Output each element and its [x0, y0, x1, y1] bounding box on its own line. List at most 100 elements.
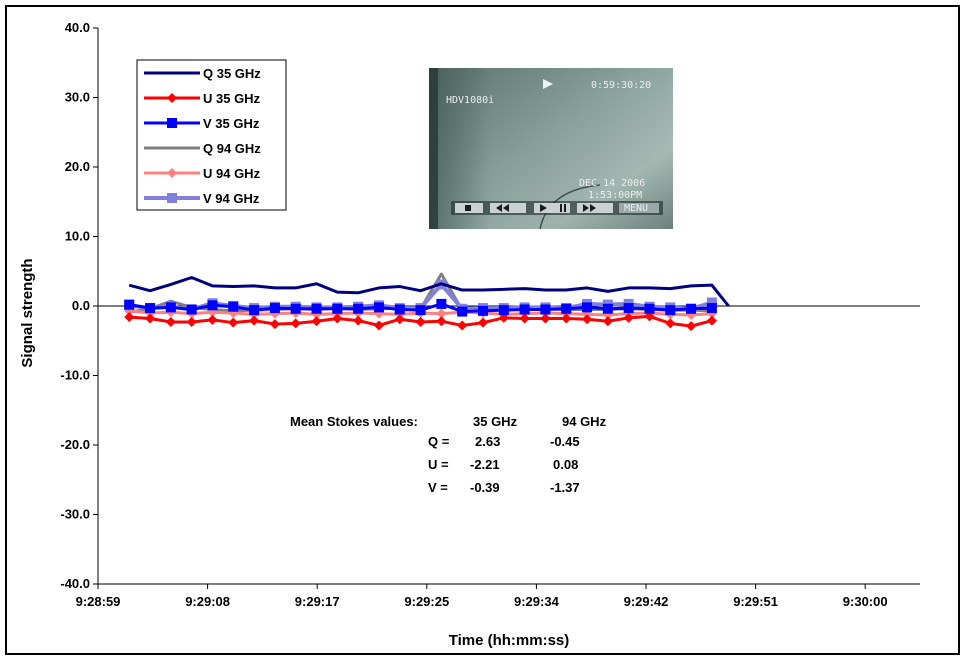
data-point: [686, 321, 697, 332]
legend-box: [136, 59, 287, 211]
data-point: [457, 320, 468, 331]
data-point: [665, 305, 676, 316]
data-point: [561, 313, 572, 324]
y-axis-title: Signal strength: [19, 258, 36, 367]
legend-swatch-marker: [167, 118, 177, 128]
x-tick-label: 9:30:00: [843, 594, 888, 609]
data-point: [561, 303, 572, 314]
data-point: [602, 316, 613, 327]
legend-swatch-marker: [167, 168, 177, 178]
data-point: [436, 298, 447, 309]
annotation-row-value-94: 0.08: [553, 457, 578, 472]
data-point: [623, 312, 634, 323]
y-tick-label: -30.0: [60, 507, 90, 522]
data-point: [436, 316, 447, 327]
data-point: [145, 313, 156, 324]
legend-label: V 35 GHz: [203, 116, 260, 131]
legend-entry: Q 35 GHz: [144, 66, 261, 81]
data-point: [519, 304, 530, 315]
data-point: [602, 303, 613, 314]
data-point: [436, 308, 447, 319]
data-point: [207, 314, 218, 325]
data-point: [145, 303, 156, 314]
data-point: [124, 299, 135, 310]
annotation-row-value-94: -1.37: [550, 480, 580, 495]
data-point: [477, 305, 488, 316]
play-indicator-icon: [543, 79, 553, 89]
legend-label: U 94 GHz: [203, 166, 261, 181]
stop-icon: [465, 205, 471, 211]
data-point: [706, 297, 717, 308]
data-point: [519, 313, 530, 324]
x-tick-label: 9:28:59: [76, 594, 121, 609]
data-point: [228, 301, 239, 312]
data-point: [186, 316, 197, 327]
data-point: [332, 313, 343, 324]
fast-forward-icon: [583, 204, 589, 212]
y-tick-label: -20.0: [60, 437, 90, 452]
data-point: [353, 315, 364, 326]
legend-label: Q 35 GHz: [203, 66, 261, 81]
legend: Q 35 GHz U 35 GHz V 35 GHz Q 94 GHz U 94 GHz…: [136, 59, 287, 211]
data-point: [498, 312, 509, 323]
data-point: [290, 318, 301, 329]
y-tick-label: 0.0: [72, 298, 90, 313]
data-point: [207, 300, 218, 311]
legend-entry: U 35 GHz: [144, 91, 261, 106]
legend-entry: V 35 GHz: [144, 116, 260, 131]
legend-entry: V 94 GHz: [144, 191, 260, 206]
rewind-icon: [496, 204, 502, 212]
annotation-row-label: V =: [428, 480, 448, 495]
data-point: [665, 318, 676, 329]
annotation-col-35: 35 GHz: [473, 414, 518, 429]
data-point: [186, 304, 197, 315]
series-q-35-ghz: [128, 276, 730, 307]
data-point: [311, 303, 322, 314]
data-point: [644, 303, 655, 314]
x-tick-label: 9:29:51: [733, 594, 778, 609]
series-line: [128, 276, 730, 307]
y-tick-label: -10.0: [60, 368, 90, 383]
legend-label: U 35 GHz: [203, 91, 261, 106]
y-tick-label: 30.0: [65, 90, 90, 105]
data-point: [644, 311, 655, 322]
legend-entry: U 94 GHz: [144, 166, 261, 181]
data-point: [477, 317, 488, 328]
annotation-row-value-35: 2.63: [475, 434, 500, 449]
data-point: [373, 302, 384, 313]
legend-label: Q 94 GHz: [203, 141, 261, 156]
data-point: [706, 303, 717, 314]
data-point: [353, 303, 364, 314]
series-layer: [124, 272, 730, 332]
series-u-35-ghz: [124, 311, 717, 332]
x-tick-label: 9:29:42: [624, 594, 669, 609]
data-point: [623, 303, 634, 314]
data-point: [165, 302, 176, 313]
annotation-row-value-35: -2.21: [470, 457, 500, 472]
data-point: [582, 302, 593, 313]
x-tick-label: 9:29:25: [404, 594, 449, 609]
legend-swatch-marker: [167, 193, 177, 203]
menu-button: [619, 203, 659, 213]
pause-icon: [564, 204, 566, 212]
y-tick-label: 10.0: [65, 229, 90, 244]
x-axis-title: Time (hh:mm:ss): [449, 632, 570, 649]
annotation-row-label: Q =: [428, 434, 450, 449]
x-tick-label: 9:29:34: [514, 594, 560, 609]
legend-entry: Q 94 GHz: [144, 141, 261, 156]
data-point: [249, 315, 260, 326]
y-tick-label: 20.0: [65, 159, 90, 174]
data-point: [228, 317, 239, 328]
data-point: [415, 316, 426, 327]
data-point: [269, 319, 280, 330]
axes: 40.0 30.0 20.0 10.0 0.0 -10.0 -20.0 -30.0 -40.0 9…: [60, 20, 920, 609]
data-point: [269, 303, 280, 314]
pause-icon: [560, 204, 562, 212]
data-point: [373, 320, 384, 331]
data-point: [394, 304, 405, 315]
annotation-row-value-35: -0.39: [470, 480, 500, 495]
mean-stokes-annotation: Mean Stokes values: 35 GHz 94 GHz Q = 2.…: [290, 414, 607, 495]
y-tick-label: 40.0: [65, 20, 90, 35]
osd-source-text: HDV1080i: [446, 95, 494, 106]
